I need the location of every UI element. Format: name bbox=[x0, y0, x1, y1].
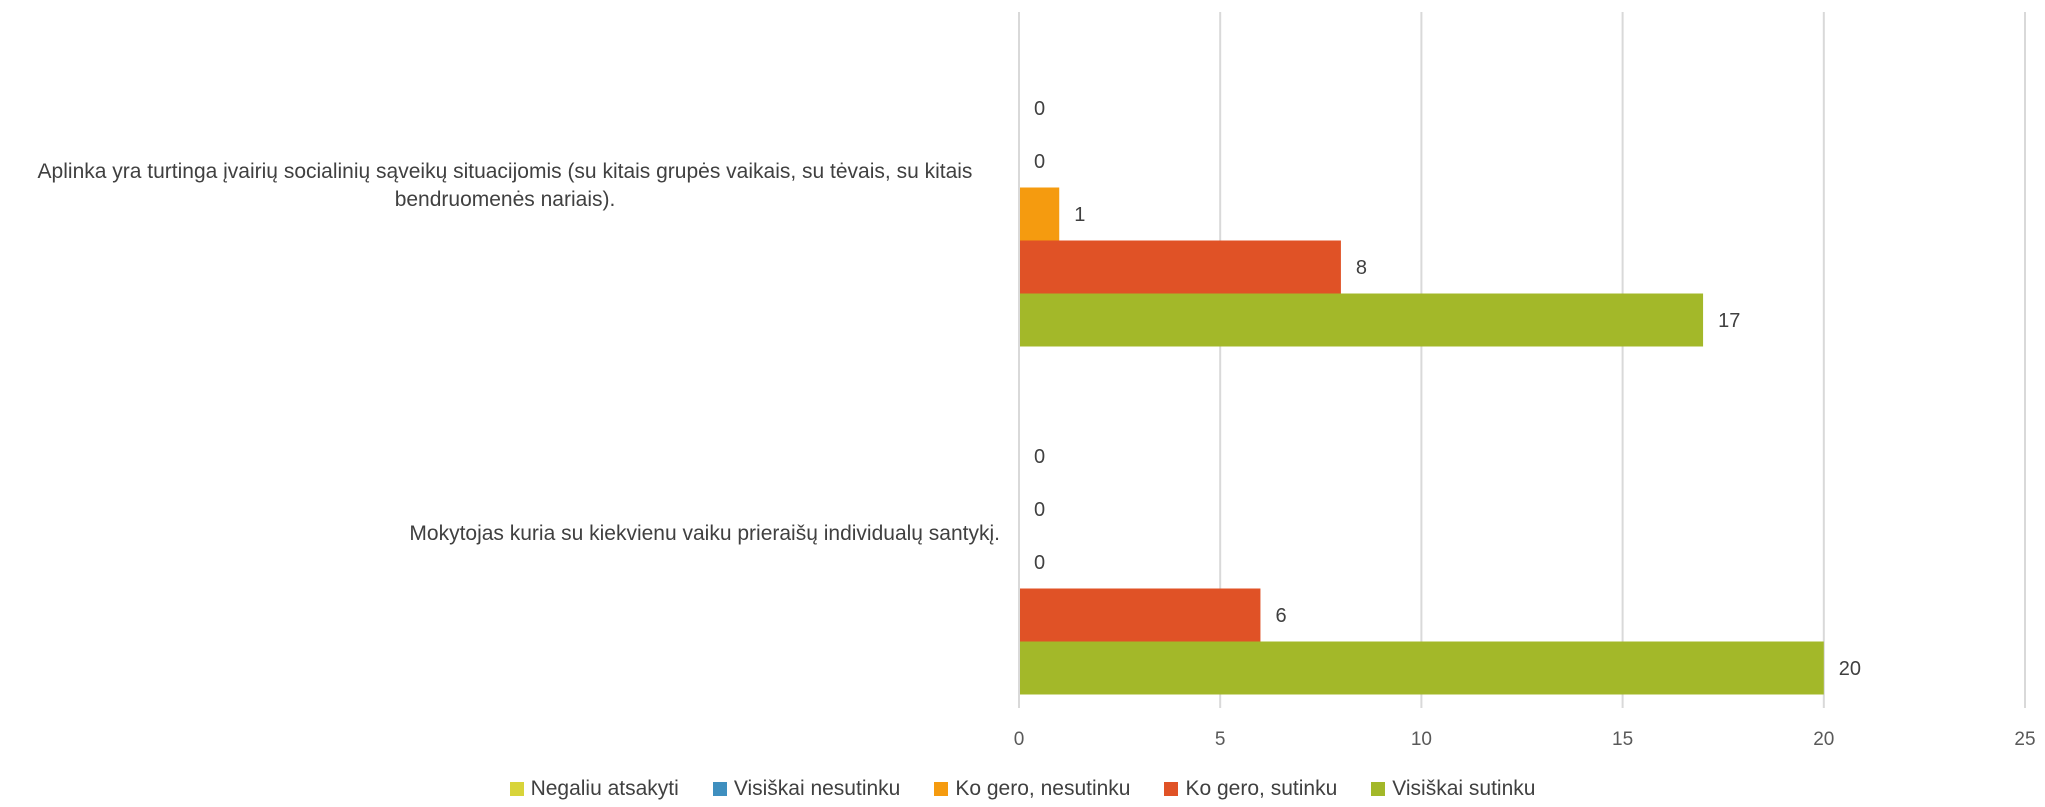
legend-label: Visiškai nesutinku bbox=[733, 777, 901, 800]
x-tick-label: 5 bbox=[1215, 729, 1226, 750]
data-label: 0 bbox=[1034, 552, 1045, 574]
legend-label: Visiškai sutinku bbox=[1392, 777, 1536, 800]
legend-swatch bbox=[934, 782, 949, 796]
data-label: 20 bbox=[1839, 658, 1861, 680]
data-label: 6 bbox=[1275, 605, 1286, 627]
x-tick-label: 0 bbox=[1014, 729, 1025, 750]
bar bbox=[1019, 240, 1341, 294]
bar bbox=[1019, 588, 1261, 642]
x-tick-label: 20 bbox=[1813, 729, 1834, 750]
legend-label: Ko gero, nesutinku bbox=[955, 777, 1131, 800]
bar bbox=[1019, 641, 1824, 695]
x-axis-ticks: 0 5 10 15 20 25 bbox=[1014, 729, 2036, 750]
legend-swatch bbox=[712, 782, 727, 796]
data-label: 0 bbox=[1034, 151, 1045, 173]
legend-label: Ko gero, sutinku bbox=[1185, 777, 1338, 800]
category-label-teacher-relationship: Mokytojas kuria su kiekvienu vaiku prier… bbox=[409, 522, 1000, 545]
data-label: 8 bbox=[1356, 257, 1367, 279]
legend-item: Visiškai sutinku bbox=[1371, 777, 1535, 801]
data-label: 0 bbox=[1034, 446, 1045, 468]
data-label: 0 bbox=[1034, 499, 1045, 521]
legend: Negaliu atsakyti Visiškai nesutinku Ko ger… bbox=[0, 777, 2045, 801]
x-tick-label: 25 bbox=[2014, 729, 2035, 750]
legend-swatch bbox=[1164, 782, 1179, 796]
bars bbox=[1019, 187, 1824, 695]
legend-label: Negaliu atsakyti bbox=[530, 777, 679, 800]
data-label: 0 bbox=[1034, 98, 1045, 120]
data-labels: 0 0 1 8 17 0 0 0 6 20 bbox=[1034, 98, 1861, 680]
legend-swatch bbox=[509, 782, 524, 796]
legend-item: Negaliu atsakyti bbox=[509, 777, 679, 801]
x-tick-label: 10 bbox=[1411, 729, 1432, 750]
data-label: 17 bbox=[1718, 310, 1740, 332]
bar bbox=[1019, 187, 1060, 241]
category-label-social-interactions: Aplinka yra turtinga įvairių socialinių … bbox=[37, 160, 973, 211]
gridlines bbox=[1219, 12, 2026, 708]
legend-item: Ko gero, sutinku bbox=[1164, 777, 1337, 801]
legend-item: Visiškai nesutinku bbox=[712, 777, 901, 801]
x-tick-label: 15 bbox=[1612, 729, 1633, 750]
data-label: 1 bbox=[1074, 204, 1085, 226]
legend-swatch bbox=[1371, 782, 1386, 796]
bar bbox=[1019, 293, 1704, 347]
legend-item: Ko gero, nesutinku bbox=[934, 777, 1130, 801]
